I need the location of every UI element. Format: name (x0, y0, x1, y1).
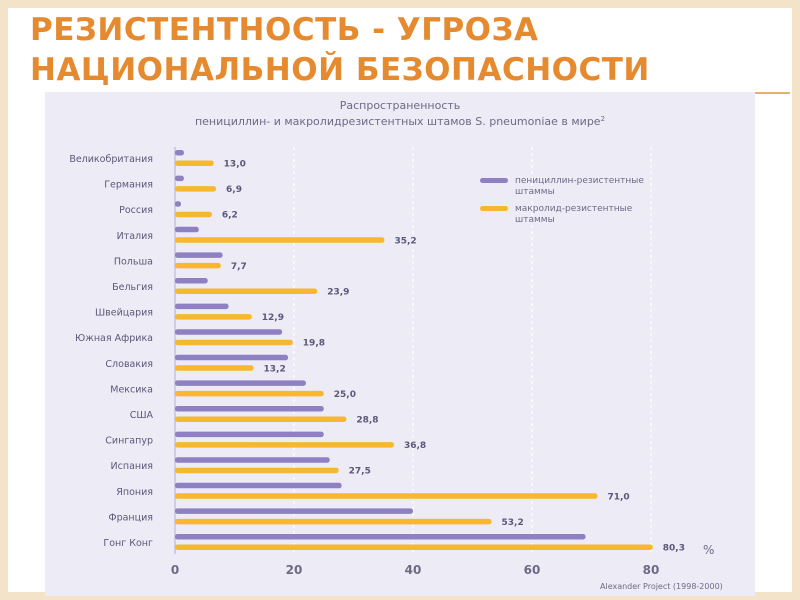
x-tick-label-0: 0 (171, 563, 179, 577)
x-tick-label-20: 20 (286, 563, 303, 577)
category-label: Россия (119, 205, 153, 216)
bar-macrolide (175, 211, 212, 218)
category-label: Великобритания (69, 154, 153, 165)
legend-swatch-penicillin (480, 178, 508, 183)
bar-macrolide (175, 262, 221, 269)
bar-penicillin (175, 303, 229, 310)
slide-title-line-1: РЕЗИСТЕНТНОСТЬ - УГРОЗА (30, 12, 539, 48)
data-label-macrolide: 28,8 (356, 416, 378, 426)
bar-penicillin (175, 201, 181, 207)
bar-penicillin (175, 431, 324, 438)
chart-title-line-2-text: пенициллин- и макролидрезистентных штамо… (195, 115, 601, 128)
chart-title-superscript: 2 (601, 115, 605, 123)
bar-penicillin (175, 534, 586, 540)
category-label: Бельгия (112, 282, 153, 293)
category-label: Япония (116, 487, 153, 498)
chart-panel: 0 20 40 60 80 Великобритания 13,0 Германия 6,9 Р… (45, 92, 755, 596)
bar-macrolide (175, 416, 347, 422)
bar-penicillin (175, 380, 306, 386)
data-label-macrolide: 36,8 (404, 441, 426, 451)
category-label: Германия (104, 180, 153, 191)
chart-title-line-1: Распространенность (340, 99, 461, 112)
data-label-macrolide: 19,8 (303, 339, 325, 349)
bar-macrolide (175, 544, 653, 550)
data-label-macrolide: 25,0 (334, 390, 356, 400)
data-label-macrolide: 71,0 (607, 492, 629, 502)
bar-penicillin (175, 278, 208, 284)
bar-macrolide (175, 390, 324, 397)
data-label-macrolide: 80,3 (663, 544, 685, 554)
bar-penicillin (175, 226, 199, 233)
bar-macrolide (175, 314, 252, 320)
data-label-macrolide: 12,9 (262, 313, 284, 323)
data-label-macrolide: 13,0 (224, 160, 246, 170)
bar-macrolide (175, 365, 254, 371)
category-label: Мексика (110, 384, 153, 395)
slide-title-line-2: НАЦИОНАЛЬНОЙ БЕЗОПАСНОСТИ (30, 52, 650, 88)
category-label: США (130, 410, 154, 421)
legend-label-macrolide-line-2: штаммы (515, 215, 555, 225)
data-label-macrolide: 35,2 (394, 236, 416, 246)
bar-penicillin (175, 354, 289, 361)
category-label: Швейцария (95, 308, 153, 319)
data-label-macrolide: 23,9 (327, 288, 349, 298)
data-label-macrolide: 53,2 (502, 518, 524, 528)
x-tick-label-60: 60 (524, 563, 541, 577)
bar-penicillin (175, 252, 223, 258)
bar-penicillin (175, 406, 324, 412)
data-label-macrolide: 13,2 (264, 364, 286, 374)
category-label: Гонг Конг (103, 538, 153, 549)
category-label: Словакия (105, 359, 153, 370)
chart-legend: пенициллин-резистентные штаммы макролид-… (480, 176, 644, 225)
bar-macrolide (175, 186, 217, 192)
category-label: Сингапур (105, 436, 153, 447)
legend-label-penicillin-line-1: пенициллин-резистентные (515, 176, 644, 186)
category-label: Италия (117, 231, 153, 242)
bar-penicillin (175, 508, 413, 514)
category-label: Франция (108, 512, 153, 523)
bar-macrolide (175, 493, 598, 499)
bar-macrolide (175, 288, 318, 294)
bar-macrolide (175, 237, 385, 243)
bar-macrolide (175, 442, 394, 448)
x-unit-label: % (703, 543, 714, 557)
bars-layer: Великобритания 13,0 Германия 6,9 Россия 6,2 Ит… (69, 150, 685, 554)
bar-macrolide (175, 518, 492, 525)
bar-penicillin (175, 329, 283, 335)
bar-penicillin (175, 175, 184, 182)
x-tick-label-80: 80 (643, 563, 660, 577)
category-label: Польша (114, 256, 153, 267)
data-label-macrolide: 6,9 (226, 185, 242, 195)
bar-penicillin (175, 482, 342, 489)
slide-border-left (0, 0, 8, 600)
bar-penicillin (175, 150, 184, 156)
data-label-macrolide: 6,2 (222, 211, 238, 221)
legend-label-penicillin-line-2: штаммы (515, 187, 555, 197)
bar-penicillin (175, 457, 330, 463)
x-tick-label-40: 40 (405, 563, 422, 577)
slide-border-bottom (0, 592, 800, 600)
slide-border-right (792, 0, 800, 600)
slide-border-top (0, 0, 800, 8)
data-label-macrolide: 7,7 (231, 262, 247, 272)
source-note: Alexander Project (1998-2000) (600, 582, 723, 591)
data-label-macrolide: 27,5 (349, 467, 371, 477)
legend-swatch-macrolide (480, 206, 508, 211)
chart-title-line-2: пенициллин- и макролидрезистентных штамо… (195, 115, 605, 128)
resistance-chart: 0 20 40 60 80 Великобритания 13,0 Германия 6,9 Р… (69, 99, 723, 591)
bar-macrolide (175, 339, 293, 346)
grid-layer: 0 20 40 60 80 (171, 147, 660, 577)
bar-macrolide (175, 467, 339, 474)
slide-title: РЕЗИСТЕНТНОСТЬ - УГРОЗА НАЦИОНАЛЬНОЙ БЕЗ… (30, 10, 770, 90)
category-label: Южная Африка (75, 333, 153, 344)
bar-macrolide (175, 160, 214, 166)
legend-label-macrolide-line-1: макролид-резистентные (515, 204, 633, 214)
category-label: Испания (111, 461, 153, 472)
